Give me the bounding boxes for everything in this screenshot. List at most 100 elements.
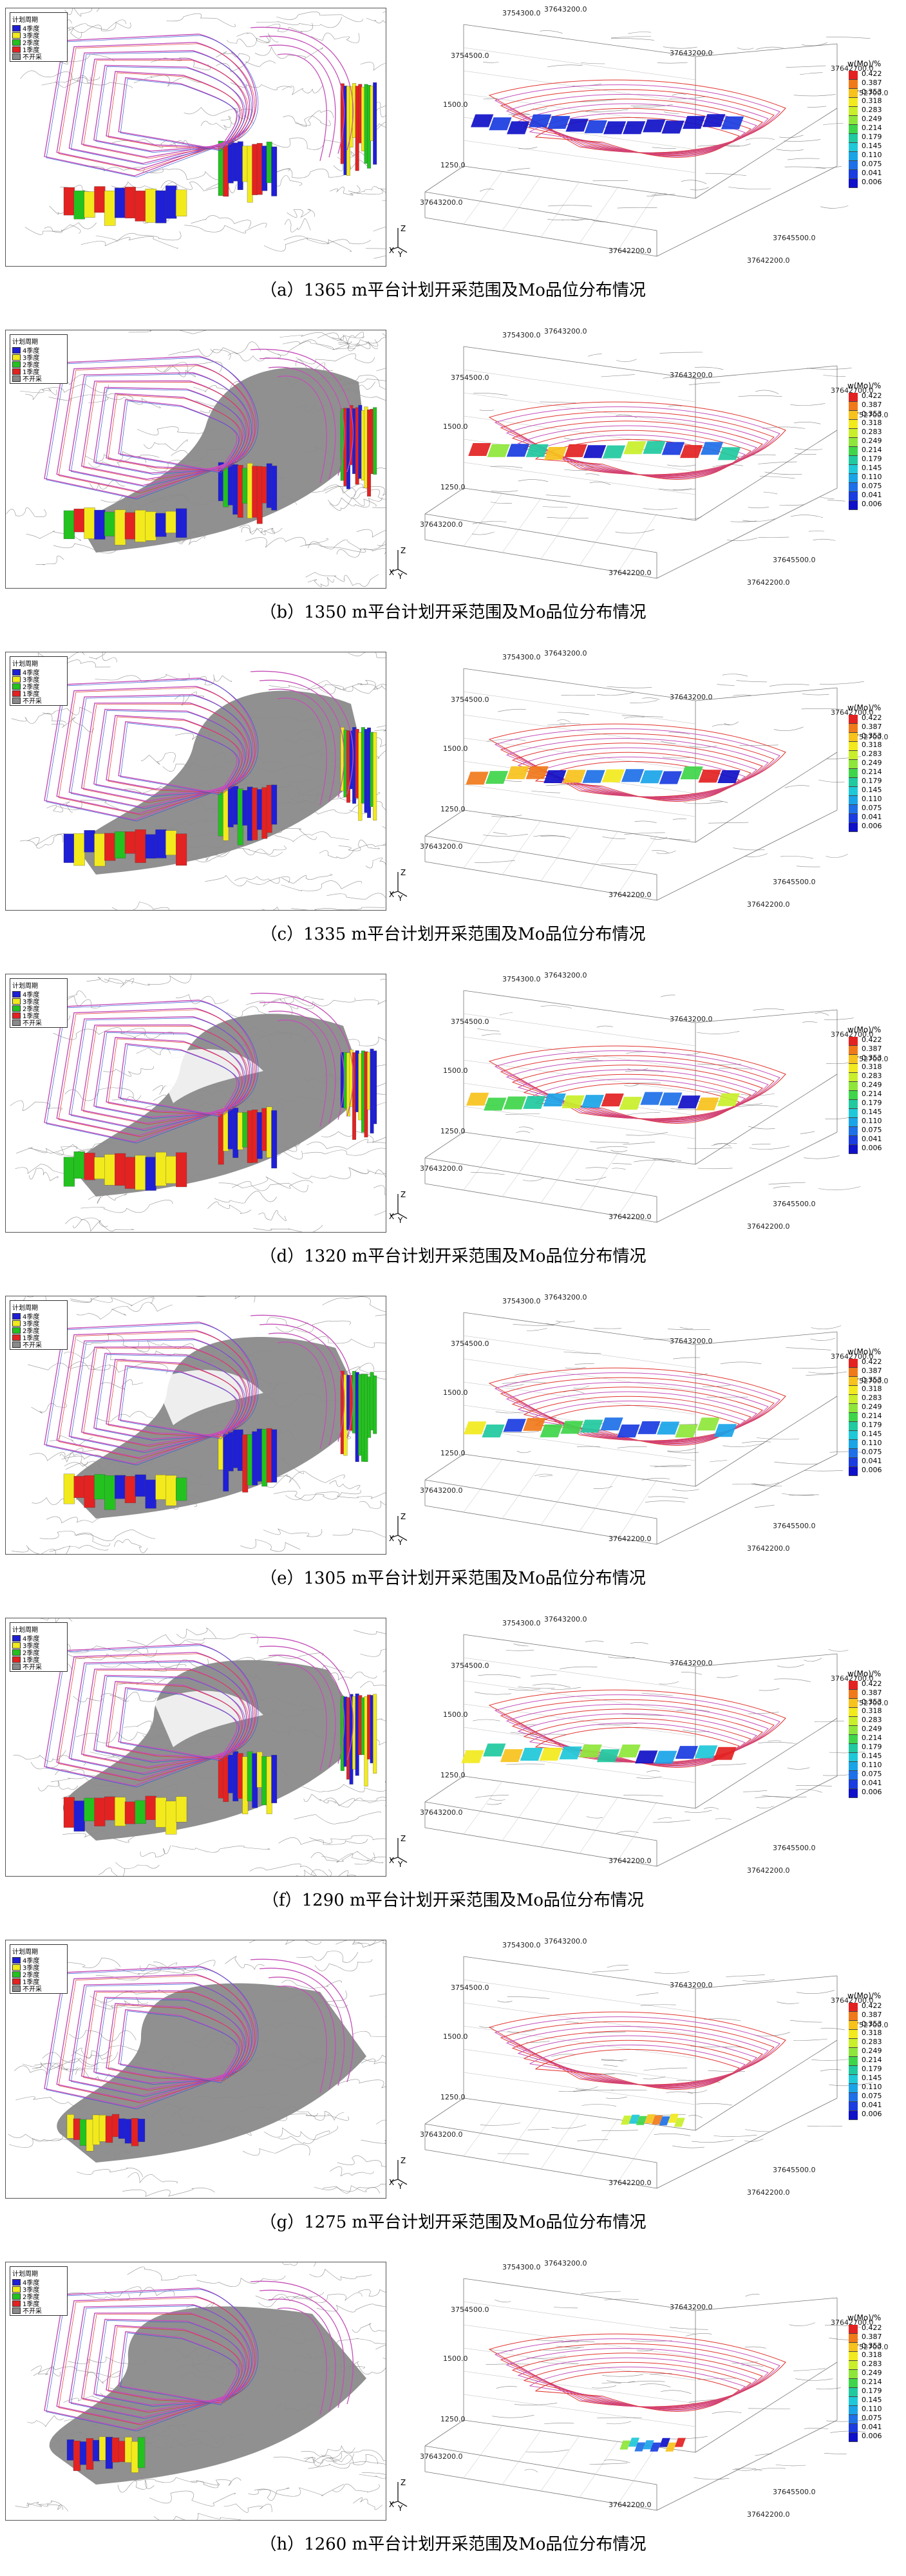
axis-label: 37642700.0 xyxy=(831,2318,874,2327)
terrain-line xyxy=(777,1664,804,1668)
grid-line xyxy=(463,815,503,869)
planned-block xyxy=(261,466,268,504)
planned-block xyxy=(271,1755,278,1803)
terrain-line xyxy=(542,506,568,508)
topo-contour-line xyxy=(274,168,347,178)
topo-contour-line xyxy=(357,2289,386,2297)
triad-z-label: Z xyxy=(401,224,406,233)
bench-contour xyxy=(250,26,354,151)
topo-contour-line xyxy=(359,2474,386,2479)
axis-label: 3752700.0 xyxy=(850,1377,889,1385)
planned-block xyxy=(232,1108,239,1158)
topo-contour-line xyxy=(104,974,192,986)
terrain-line xyxy=(669,838,691,840)
axis-label: 37643200.0 xyxy=(420,1486,463,1495)
colorbar-swatch xyxy=(849,751,858,760)
terrain-line xyxy=(623,1141,656,1145)
planned-block xyxy=(99,2436,107,2461)
topo-contour-line xyxy=(241,527,275,536)
terrain-line xyxy=(587,354,602,357)
unmined-zone xyxy=(62,1660,367,1841)
unmined-zone xyxy=(71,1014,366,1197)
terrain-line xyxy=(687,1148,733,1149)
z-axis-label-high: 1500.0 xyxy=(443,1388,468,1397)
colorbar-swatch xyxy=(849,152,858,161)
grade-block xyxy=(640,1092,663,1105)
bench-contour-3d xyxy=(494,2016,780,2085)
bench-contour xyxy=(259,357,345,476)
axis-label: 37643200.0 xyxy=(670,2303,713,2311)
terrain-line xyxy=(793,2038,827,2041)
terrain-line xyxy=(577,2139,609,2141)
bench-contour xyxy=(108,716,243,793)
legend-swatch xyxy=(12,1663,21,1670)
planned-block xyxy=(118,2118,126,2139)
planned-block xyxy=(104,511,116,536)
plan-view-map: 计划周期 4季度 3季度 2季度 1季度 不开采 xyxy=(5,1296,386,1555)
topo-contour-line xyxy=(55,75,100,88)
grade-block xyxy=(659,2116,670,2126)
legend-label: 3季度 xyxy=(23,677,40,684)
z-axis-label-low: 1250.0 xyxy=(440,1449,466,1457)
terrain-line xyxy=(722,1443,764,1447)
terrain-line xyxy=(755,2453,772,2456)
planned-block xyxy=(137,2437,146,2468)
topo-contour-line xyxy=(305,572,345,582)
triad-z-label: Z xyxy=(401,1190,406,1199)
planned-block xyxy=(124,512,136,540)
axis-label: 3752700.0 xyxy=(850,733,889,741)
topo-contour-line xyxy=(279,332,365,341)
topo-contour-line xyxy=(352,844,386,851)
bench-contour xyxy=(250,670,354,795)
ore-body xyxy=(466,766,741,785)
terrain-line xyxy=(824,1018,854,1020)
3d-grade-view: 3754300.0 37643200.0 37642700.0 3754500.… xyxy=(386,5,901,269)
planned-block xyxy=(73,833,85,866)
terrain-line xyxy=(663,111,679,114)
colorbar-tick-label: 0.179 xyxy=(862,1743,882,1751)
bench-contour xyxy=(46,1645,259,1788)
planned-block xyxy=(237,465,243,518)
planned-block xyxy=(227,1754,234,1794)
terrain-line xyxy=(600,2073,637,2077)
planned-block xyxy=(145,1479,156,1509)
bench-contour xyxy=(46,1001,259,1144)
terrain-line xyxy=(575,1177,607,1181)
box-edge xyxy=(463,2098,696,2131)
bench-contour xyxy=(120,401,240,473)
box-edge xyxy=(424,1479,657,1519)
box-edge xyxy=(695,1653,838,1667)
terrain-line xyxy=(773,1678,811,1682)
planned-block xyxy=(266,1428,272,1483)
colorbar-swatch xyxy=(849,429,858,438)
bench-contour xyxy=(95,66,245,153)
terrain-line xyxy=(825,1117,851,1120)
axis-triad-icon xyxy=(390,228,408,253)
3d-pit-drawing xyxy=(424,668,864,901)
planned-block xyxy=(242,1756,249,1815)
bench-contour-3d xyxy=(488,79,786,153)
legend-item-q4: 4季度 xyxy=(12,990,65,999)
grade-block xyxy=(659,1092,683,1106)
colorbar-swatch xyxy=(849,1753,858,1762)
grade-block xyxy=(582,770,605,783)
topo-contour-line xyxy=(29,1168,59,1182)
topo-contour-line xyxy=(115,1967,207,1975)
grid-line xyxy=(579,830,619,888)
axis-label: 37642200.0 xyxy=(609,1213,652,1221)
planned-block xyxy=(247,463,253,518)
terrain-line xyxy=(514,2403,558,2405)
topo-contour-line xyxy=(329,2454,378,2465)
colorbar-tick-label: 0.249 xyxy=(862,437,882,445)
topo-contour-line xyxy=(309,1835,386,1844)
planned-block xyxy=(115,187,126,218)
planned-block xyxy=(115,1475,126,1499)
topo-contour-line xyxy=(70,1296,154,1307)
terrain-line xyxy=(478,1674,521,1678)
terrain-line xyxy=(733,694,751,696)
terrain-line xyxy=(610,38,655,41)
axis-label: 37642200.0 xyxy=(609,569,652,577)
legend-swatch xyxy=(12,1978,21,1985)
bench-contour xyxy=(56,1008,254,1137)
topo-contour-line xyxy=(337,2155,386,2167)
